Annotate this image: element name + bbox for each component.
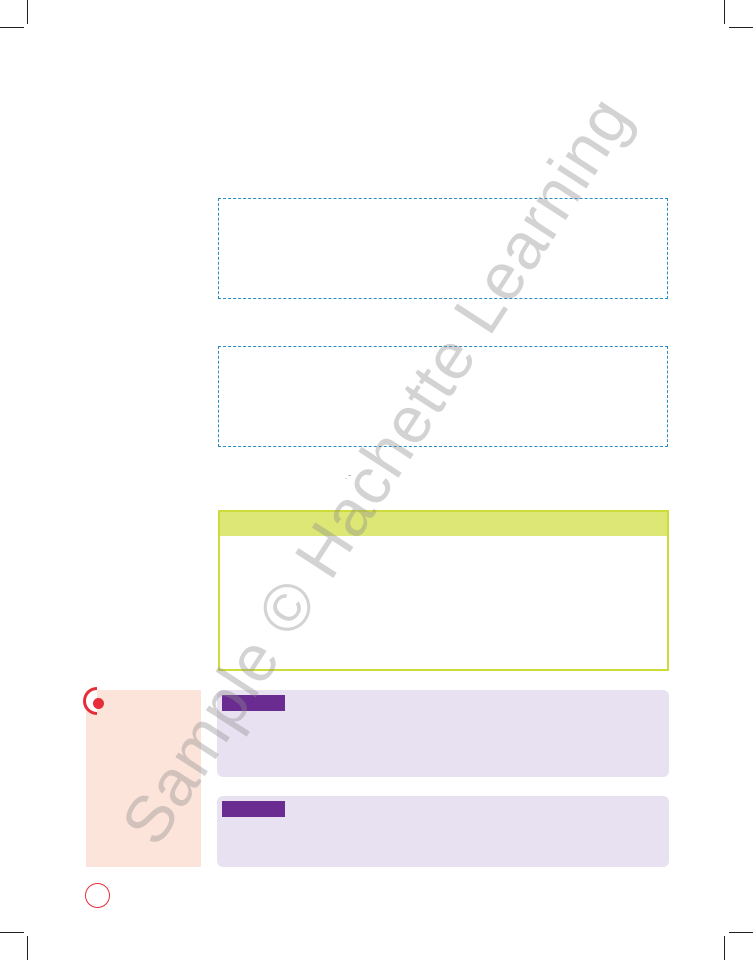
highlight-box (218, 510, 669, 671)
highlight-box-header (220, 512, 667, 536)
answer-box-2[interactable] (218, 346, 668, 447)
page-number-circle (85, 883, 110, 908)
crop-mark-bottom-left-h (0, 932, 24, 933)
task-box-1 (217, 690, 669, 777)
answer-box-1[interactable] (218, 198, 668, 299)
crop-mark-bottom-right (724, 936, 725, 960)
task-tag-2 (222, 801, 285, 817)
crop-mark-bottom-right-h (729, 932, 753, 933)
crop-mark-top-right (724, 0, 725, 24)
task-box-2 (217, 796, 669, 867)
crop-mark-bottom-left (27, 936, 28, 960)
crop-mark-top-left-h (0, 27, 24, 28)
target-ring-icon (83, 687, 97, 715)
crop-mark-top-left (27, 0, 28, 24)
task-tag-1 (222, 695, 285, 711)
side-panel (86, 690, 201, 867)
target-dot-icon (93, 698, 104, 709)
crop-mark-top-right-h (729, 27, 753, 28)
small-mark: · ‾ (345, 476, 351, 482)
